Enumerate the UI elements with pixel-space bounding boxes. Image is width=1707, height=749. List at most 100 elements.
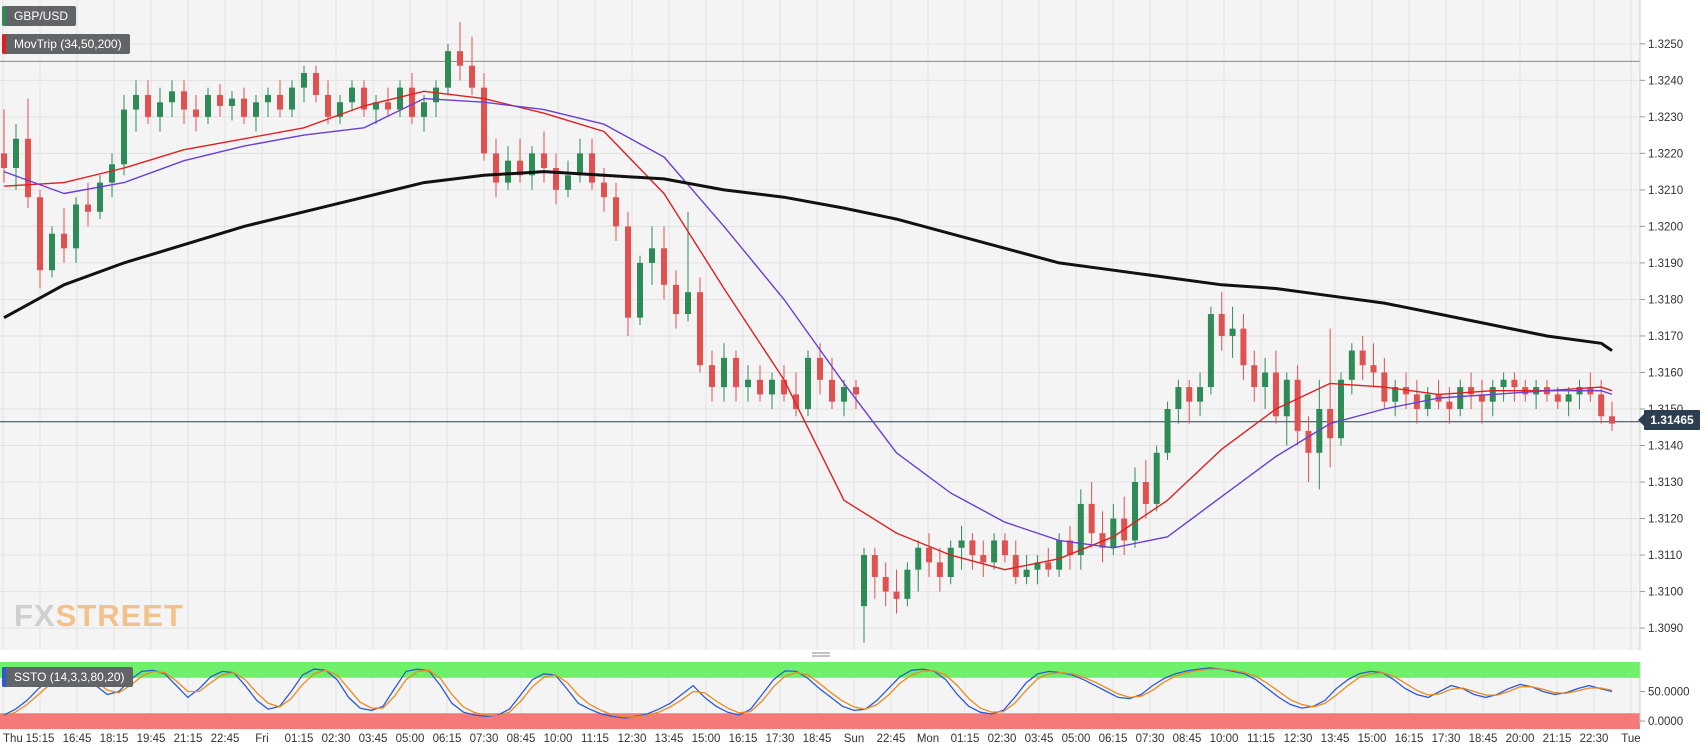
candle-body-29 — [349, 87, 355, 103]
time-label-8: 01:15 — [285, 733, 314, 745]
candle-body-9 — [109, 164, 115, 183]
candle-body-58 — [697, 292, 703, 366]
oscillator-color-marker — [2, 667, 6, 687]
candle-body-37 — [445, 51, 451, 88]
candle-body-62 — [745, 379, 751, 388]
candle-body-44 — [529, 153, 535, 176]
candle-body-90 — [1056, 540, 1063, 570]
candle-body-74 — [882, 576, 889, 592]
time-label-42: 21:15 — [1543, 733, 1572, 745]
candle-body-6 — [73, 204, 79, 249]
time-label-20: 16:15 — [729, 733, 758, 745]
candle-body-23 — [277, 94, 283, 110]
candle-body-69 — [829, 379, 835, 402]
candle-body-17 — [205, 94, 211, 117]
candle-body-110 — [1272, 372, 1279, 417]
time-label-17: 12:30 — [618, 733, 647, 745]
candle-body-84 — [991, 540, 998, 563]
time-label-2: 16:45 — [63, 733, 92, 745]
time-label-0: Thu — [3, 733, 23, 745]
time-label-34: 11:15 — [1247, 733, 1275, 745]
stoch-line-1 — [3, 668, 1613, 718]
candle-body-52 — [625, 226, 631, 318]
time-label-25: Mon — [917, 733, 939, 745]
candle-body-88 — [1034, 562, 1041, 570]
candle-body-14 — [169, 91, 175, 103]
candle-body-126 — [1446, 401, 1453, 409]
candle-body-21 — [253, 102, 259, 117]
candle-body-0 — [1, 153, 7, 168]
price-tick-label-3: 1.3120 — [1648, 514, 1683, 526]
price-tick-label-5: 1.3140 — [1648, 441, 1683, 453]
ma-line-1 — [3, 97, 1613, 549]
candle-body-141 — [1609, 416, 1615, 424]
candle-body-116 — [1337, 379, 1344, 439]
candle-body-140 — [1598, 394, 1605, 417]
candle-body-99 — [1153, 452, 1160, 504]
candle-body-109 — [1262, 372, 1269, 388]
time-label-5: 21:15 — [174, 733, 203, 745]
candle-body-97 — [1132, 482, 1139, 541]
candle-body-101 — [1175, 387, 1182, 409]
candle-body-35 — [421, 102, 427, 117]
candle-body-119 — [1370, 365, 1377, 373]
candle-body-2 — [25, 138, 31, 198]
indicator-tag[interactable]: MovTrip (34,50,200) — [2, 34, 130, 54]
candle-body-27 — [325, 94, 331, 117]
candle-body-59 — [709, 365, 715, 388]
time-label-19: 15:00 — [692, 733, 721, 745]
candle-body-66 — [793, 394, 799, 409]
time-label-18: 13:45 — [655, 733, 684, 745]
candle-body-98 — [1142, 482, 1149, 504]
candle-body-45 — [541, 153, 547, 168]
candle-body-108 — [1251, 365, 1258, 388]
candle-body-43 — [517, 160, 523, 176]
time-label-41: 20:00 — [1506, 733, 1535, 745]
candle-body-55 — [661, 248, 667, 285]
candle-body-118 — [1359, 350, 1366, 366]
candle-body-70 — [841, 387, 847, 402]
candle-body-92 — [1077, 503, 1084, 556]
candle-body-81 — [958, 540, 965, 548]
candle-body-56 — [673, 284, 679, 315]
indicator-label: MovTrip (34,50,200) — [14, 37, 122, 51]
time-axis: Thu 15:15 16:45 18:15 19:45 21:15 22:45 Fri 01:1… — [3, 733, 1641, 745]
main-background — [0, 0, 1640, 650]
time-label-12: 06:15 — [433, 733, 462, 745]
candle-body-71 — [853, 387, 859, 395]
price-tick-label-4: 1.3130 — [1648, 477, 1683, 489]
symbol-color-marker — [2, 6, 6, 26]
candle-body-137 — [1565, 394, 1572, 402]
candle-body-22 — [265, 94, 271, 103]
candle-body-28 — [337, 102, 343, 117]
oscillator-tag[interactable]: SSTO (14,3,3,80,20) — [2, 667, 133, 687]
candle-body-128 — [1468, 387, 1475, 395]
candle-body-1 — [13, 138, 19, 168]
time-label-32: 08:45 — [1173, 733, 1202, 745]
candle-body-49 — [589, 153, 595, 183]
time-label-13: 07:30 — [470, 733, 499, 745]
candle-body-19 — [229, 98, 235, 106]
price-tick-label-1: 1.3100 — [1648, 587, 1683, 599]
candle-body-47 — [565, 175, 571, 190]
candle-body-107 — [1240, 328, 1247, 366]
candle-body-73 — [871, 555, 878, 577]
candle-body-25 — [301, 73, 307, 88]
time-label-21: 17:30 — [766, 733, 795, 745]
candle-body-46 — [553, 167, 559, 190]
candle-body-8 — [97, 182, 103, 212]
price-tick-label-11: 1.3200 — [1648, 221, 1683, 233]
time-label-4: 19:45 — [137, 733, 166, 745]
candle-body-54 — [649, 248, 655, 263]
candle-body-95 — [1110, 518, 1117, 548]
candle-body-76 — [904, 569, 911, 599]
candle-body-112 — [1294, 379, 1301, 431]
time-label-26: 01:15 — [951, 733, 980, 745]
time-label-39: 17:30 — [1432, 733, 1461, 745]
candle-body-51 — [613, 197, 619, 227]
candle-body-100 — [1164, 408, 1171, 453]
candle-body-36 — [433, 87, 439, 103]
panel-splitter-handle[interactable] — [812, 652, 830, 657]
candle-body-20 — [241, 98, 247, 117]
